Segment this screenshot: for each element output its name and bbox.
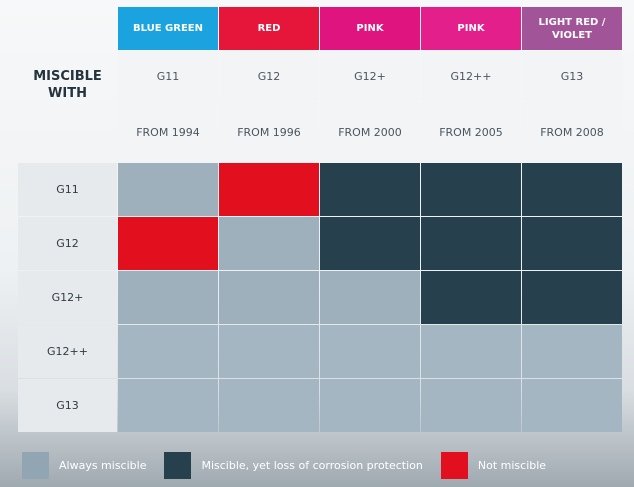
table-title-text: MISCIBLE WITH: [33, 68, 102, 101]
matrix-cell-always: [118, 325, 218, 378]
matrix-cell-always: [421, 325, 521, 378]
column-header-color: BLUE GREEN: [118, 7, 218, 50]
legend: Always miscible Miscible, yet loss of cor…: [22, 451, 622, 479]
matrix-cell-always: [118, 379, 218, 432]
matrix-cell-always: [219, 217, 319, 270]
row-header: G13: [18, 379, 117, 432]
matrix-cell-always: [320, 271, 420, 324]
matrix-cell-always: [219, 379, 319, 432]
column-header-since: FROM 2005: [421, 102, 521, 162]
matrix-cell-loss: [320, 217, 420, 270]
legend-swatch: [22, 451, 49, 479]
row-header: G12: [18, 217, 117, 270]
matrix-cell-always: [522, 325, 622, 378]
legend-swatch: [164, 451, 192, 479]
matrix-cell-loss: [522, 163, 622, 216]
compatibility-table: MISCIBLE WITH BLUE GREEN G11 FROM 1994 RED G1…: [18, 7, 622, 432]
column-header-since: FROM 2000: [320, 102, 420, 162]
column-header-color: PINK: [421, 7, 521, 50]
matrix-cell-always: [522, 379, 622, 432]
column-header-code: G12: [219, 51, 319, 101]
matrix-cell-loss: [421, 217, 521, 270]
legend-swatch: [440, 451, 468, 479]
row-header: G11: [18, 163, 117, 216]
matrix-cell-always: [219, 325, 319, 378]
matrix-cell-not: [219, 163, 319, 216]
column-header-code: G12++: [421, 51, 521, 101]
matrix-cell-always: [118, 163, 218, 216]
column-header-color: RED: [219, 7, 319, 50]
matrix-cell-always: [219, 271, 319, 324]
column-header-since: FROM 2008: [522, 102, 622, 162]
matrix-cell-loss: [320, 163, 420, 216]
legend-label: Always miscible: [59, 458, 147, 472]
column-header-since: FROM 1994: [118, 102, 218, 162]
table-title: MISCIBLE WITH: [18, 7, 117, 162]
matrix-cell-not: [118, 217, 218, 270]
matrix-cell-always: [421, 379, 521, 432]
matrix-cell-loss: [522, 217, 622, 270]
row-header: G12+: [18, 271, 117, 324]
column-header-color: LIGHT RED / VIOLET: [522, 7, 622, 50]
legend-item-not: Not miscible: [440, 451, 547, 479]
legend-label: Miscible, yet loss of corrosion protecti…: [201, 458, 423, 472]
matrix-cell-always: [320, 379, 420, 432]
legend-label: Not miscible: [477, 458, 547, 472]
matrix-cell-loss: [421, 271, 521, 324]
column-header-code: G13: [522, 51, 622, 101]
column-header-since: FROM 1996: [219, 102, 319, 162]
row-header: G12++: [18, 325, 117, 378]
legend-item-always: Always miscible: [22, 451, 147, 479]
matrix-cell-loss: [522, 271, 622, 324]
column-header-color: PINK: [320, 7, 420, 50]
column-header-code: G11: [118, 51, 218, 101]
matrix-cell-always: [118, 271, 218, 324]
matrix-cell-always: [320, 325, 420, 378]
matrix-cell-loss: [421, 163, 521, 216]
column-header-code: G12+: [320, 51, 420, 101]
legend-item-loss: Miscible, yet loss of corrosion protecti…: [164, 451, 423, 479]
